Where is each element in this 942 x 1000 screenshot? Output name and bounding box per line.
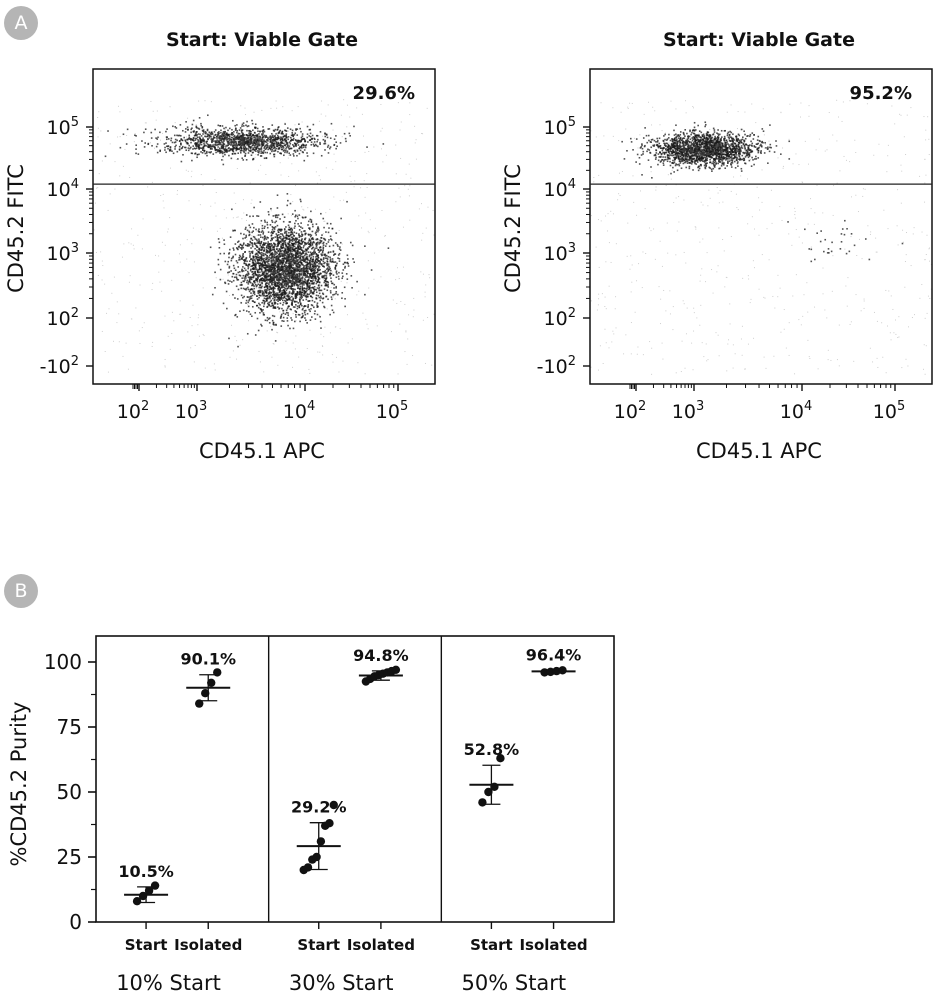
- mean-label: 10.5%: [118, 862, 174, 881]
- data-point: [312, 852, 321, 862]
- plot-title: Start: Viable Gate: [166, 29, 358, 51]
- y-tick-label: 75: [57, 715, 82, 739]
- y-tick-label: 105: [47, 115, 79, 139]
- purity-plot: 0 25 50 75 100 %CD45.2 Purity 10.5% Start 90.1% I…: [7, 635, 615, 995]
- data-point: [144, 886, 154, 895]
- data-point: [195, 699, 204, 708]
- y-tick-label: 102: [47, 306, 79, 330]
- flow-events-1: [93, 99, 435, 375]
- x-axis-label: CD45.1 APC: [696, 439, 822, 463]
- gate-percentage-label: 29.6%: [353, 83, 415, 104]
- group-label: 30% Start: [289, 971, 394, 995]
- group-label: 10% Start: [116, 971, 221, 995]
- category-label: Start: [470, 936, 513, 954]
- data-point: [150, 881, 160, 890]
- mean-label: 29.2%: [291, 798, 347, 817]
- plot-frame: [95, 635, 615, 923]
- data-point: [478, 798, 487, 807]
- plot-frame: [589, 68, 933, 385]
- mean-label: 52.8%: [464, 740, 520, 759]
- panel-b-badge: B: [4, 574, 38, 608]
- y-tick-label: 105: [544, 115, 576, 139]
- data-point: [213, 668, 222, 677]
- data-point: [484, 787, 493, 797]
- data-point: [391, 665, 401, 674]
- data-point: [138, 891, 148, 901]
- mean-label: 90.1%: [180, 650, 236, 669]
- y-tick-label: 104: [47, 177, 79, 201]
- data-point: [201, 689, 210, 698]
- y-axis-label: %CD45.2 Purity: [7, 702, 31, 867]
- x-tick-label: 104: [780, 399, 812, 423]
- y-tick-label: 50: [57, 780, 82, 804]
- x-axis-label: CD45.1 APC: [199, 439, 325, 463]
- data-point: [303, 863, 313, 872]
- data-point: [540, 668, 549, 677]
- data-point: [316, 837, 326, 846]
- y-tick-label: -102: [537, 354, 576, 378]
- y-tick-label: 100: [44, 650, 82, 674]
- panel-a-badge: A: [4, 6, 38, 40]
- data-point: [325, 819, 334, 828]
- y-tick-label: 0: [69, 910, 82, 934]
- gate-percentage-label: 95.2%: [850, 83, 912, 104]
- category-label: Start: [297, 936, 340, 954]
- group-label: 50% Start: [462, 971, 567, 995]
- x-tick-label: 105: [376, 399, 408, 423]
- data-point: [558, 666, 567, 675]
- x-tick-label: 102: [117, 399, 149, 423]
- data-point: [132, 897, 142, 906]
- category-label: Isolated: [519, 936, 587, 954]
- category-label: Start: [125, 936, 168, 954]
- x-tick-label: 103: [672, 399, 704, 423]
- y-tick-label: 103: [544, 241, 576, 265]
- y-tick-label: 25: [57, 845, 82, 869]
- y-tick-label: 103: [47, 241, 79, 265]
- data-point: [207, 678, 216, 687]
- plot-frame: [92, 68, 436, 385]
- data-point: [490, 782, 499, 791]
- y-tick-label: 102: [544, 306, 576, 330]
- flow-plot-2: 95.2% Start: Viable Gate 102 103 104 105 105 10…: [501, 29, 933, 463]
- category-label: Isolated: [174, 936, 242, 954]
- y-axis-label: CD45.2 FITC: [4, 164, 28, 293]
- y-axis-label: CD45.2 FITC: [501, 164, 525, 293]
- x-tick-label: 104: [283, 399, 315, 423]
- flow-events-2: [590, 99, 932, 375]
- plot-title: Start: Viable Gate: [663, 29, 855, 51]
- x-tick-label: 103: [175, 399, 207, 423]
- x-tick-label: 105: [873, 399, 905, 423]
- mean-label: 96.4%: [526, 645, 582, 664]
- flow-plot-1: 29.6% Start: Viable Gate 102 103 104 105 105 10…: [4, 29, 436, 463]
- category-label: Isolated: [347, 936, 415, 954]
- data-point: [496, 754, 505, 763]
- data-point: [329, 800, 338, 810]
- y-tick-label: -102: [40, 354, 79, 378]
- mean-label: 94.8%: [353, 646, 409, 665]
- x-tick-label: 102: [614, 399, 646, 423]
- y-tick-label: 104: [544, 177, 576, 201]
